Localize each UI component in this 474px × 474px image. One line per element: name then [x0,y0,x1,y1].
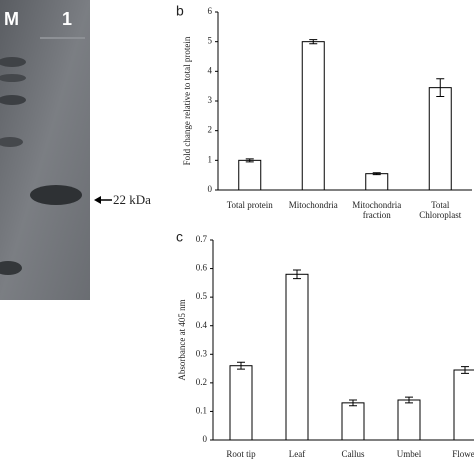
y-tick-label: 0 [208,184,213,194]
y-tick-label: 0.1 [196,405,207,415]
y-axis-label: Absorbance at 405 nm [177,299,187,380]
x-tick-label: Mitochondria fraction [352,200,402,220]
y-tick-label: 0.3 [196,348,208,358]
y-tick-label: 3 [208,95,213,105]
bar [428,87,452,191]
bar [238,159,262,191]
y-tick-label: 2 [208,125,213,135]
y-axis-label: Fold change relative to total protein [182,36,192,165]
x-tick-label: Flower [452,449,474,459]
y-tick-label: 0 [203,434,208,444]
y-tick-label: 0.2 [196,377,207,387]
marker-label: 22 kDa [113,192,151,207]
error-bar [405,396,413,404]
x-tick-label: Mitochondria [288,200,338,210]
error-bar [436,78,445,98]
error-bar [293,269,301,280]
error-bar [372,172,381,176]
error-bar [349,399,357,407]
x-tick-label: Umbel [396,449,422,459]
x-tick-label: Leaf [288,449,306,459]
panel-label: b [176,3,184,19]
y-tick-label: 1 [208,154,213,164]
panel-label: c [176,229,183,245]
bar [301,41,325,191]
bar [453,369,474,441]
bar [341,402,365,441]
y-tick-label: 0.4 [196,320,208,330]
bar [365,173,389,191]
x-tick-label: Root tip [226,449,256,459]
error-bar [461,366,469,374]
lane-label: 1 [62,9,72,29]
x-tick-label: Total Chloroplast [419,200,462,220]
y-tick-label: 0.6 [196,263,208,273]
bar [397,399,421,441]
y-tick-label: 5 [208,36,213,46]
gel-image [0,0,90,300]
y-tick-label: 0.5 [196,291,208,301]
y-tick-label: 0.7 [196,234,208,244]
error-bar [309,39,318,45]
y-tick-label: 6 [208,6,213,16]
error-bar [237,361,245,370]
bar [285,273,309,441]
arrow [94,196,112,204]
error-bar [245,158,254,163]
y-tick-label: 4 [208,65,213,75]
lane-label: M [4,9,19,29]
x-tick-label: Total protein [226,200,273,210]
bar [229,365,253,441]
x-tick-label: Callus [341,449,365,459]
